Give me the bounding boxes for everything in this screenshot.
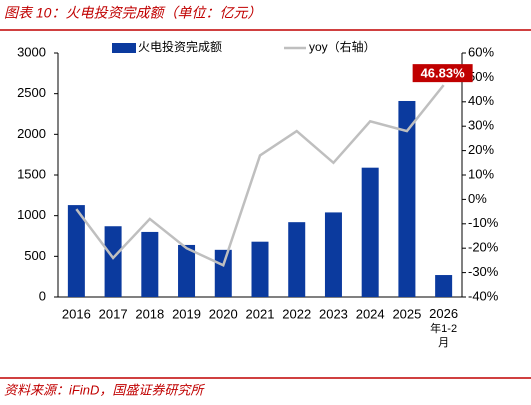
y-tick-label: 2000 [17,126,46,141]
x-tick-label: 2016 [62,306,91,321]
y2-tick-label: -20% [468,240,499,255]
x-tick-label: 2018 [135,306,164,321]
x-tick-label: 2017 [99,306,128,321]
y-tick-label: 3000 [17,44,46,59]
x-tick-label: 2021 [246,306,275,321]
x-tick-label: 2024 [356,306,385,321]
bar [361,167,379,297]
x-tick-label: 2020 [209,306,238,321]
y2-tick-label: 40% [468,93,494,108]
y2-tick-label: -10% [468,215,499,230]
bar [178,244,196,297]
bar [214,249,232,297]
bar [251,241,269,297]
bar [104,226,122,297]
x-tick-label: 2025 [392,306,421,321]
bar [288,222,306,297]
x-tick-label: 2023 [319,306,348,321]
source-note: 资料来源：iFinD，国盛证券研究所 [4,382,205,397]
y2-tick-label: -40% [468,288,499,303]
bar [435,275,453,297]
y-tick-label: 0 [39,288,46,303]
y2-tick-label: 60% [468,44,494,59]
y-tick-label: 1500 [17,166,46,181]
legend-label: yoy（右轴） [309,39,376,54]
y2-tick-label: 50% [468,69,494,84]
bar [141,231,159,297]
legend-label: 火电投资完成额 [138,39,222,54]
y-tick-label: 1000 [17,207,46,222]
x-tick-label: 2019 [172,306,201,321]
y2-tick-label: -30% [468,264,499,279]
y2-tick-label: 10% [468,166,494,181]
bar [324,212,342,297]
bar [398,100,416,297]
y-tick-label: 2500 [17,85,46,100]
y2-tick-label: 30% [468,118,494,133]
y2-tick-label: 0% [468,191,487,206]
value-label: 46.83% [421,66,466,81]
bar [67,205,85,297]
x-tick-label: 2022 [282,306,311,321]
legend-swatch [112,43,136,53]
y-tick-label: 500 [24,248,46,263]
value-label-box [412,64,473,83]
line [75,84,445,268]
chart-title: 图表 10：火电投资完成额（单位：亿元） [4,5,261,21]
x-tick-label: 2026 年1-2 月 [429,306,458,348]
y2-tick-label: 20% [468,142,494,157]
